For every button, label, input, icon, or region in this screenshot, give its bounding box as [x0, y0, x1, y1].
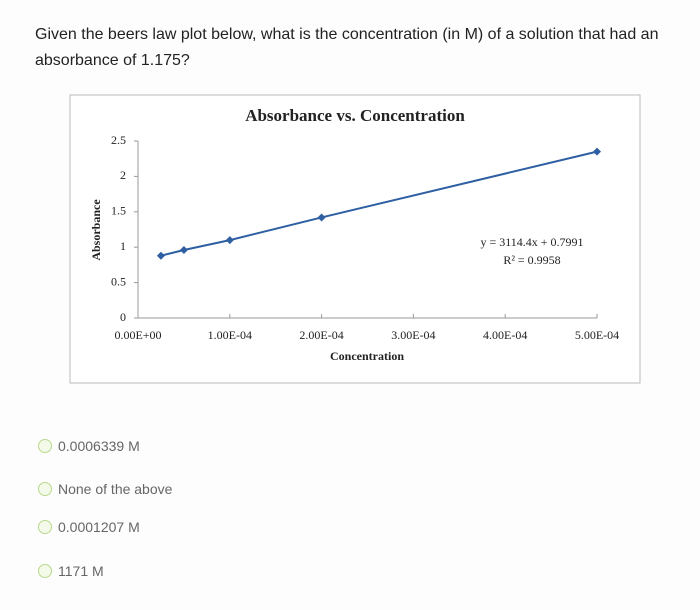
y-tick-label: 2.5: [111, 133, 126, 147]
radio-button[interactable]: [38, 439, 52, 453]
data-point: [156, 251, 165, 260]
answer-option[interactable]: 0.0006339 M: [38, 438, 140, 454]
x-axis-label: Concentration: [330, 349, 404, 363]
r-squared: R² = 0.9958: [503, 253, 560, 267]
x-tick-label: 0.00E+00: [114, 328, 161, 342]
radio-button[interactable]: [38, 520, 52, 534]
x-tick-label: 3.00E-04: [391, 328, 435, 342]
chart-frame: [69, 94, 641, 384]
y-tick-label: 1: [120, 239, 126, 253]
answer-option[interactable]: 0.0001207 M: [38, 519, 140, 535]
x-tick-label: 2.00E-04: [299, 328, 343, 342]
equation: y = 3114.4x + 0.7991: [480, 235, 583, 249]
y-tick-label: 1.5: [111, 204, 126, 218]
answer-option[interactable]: None of the above: [38, 481, 172, 497]
option-label: 0.0001207 M: [58, 519, 140, 535]
y-axis-label: Absorbance: [89, 199, 103, 261]
radio-button[interactable]: [38, 482, 52, 496]
x-tick-label: 4.00E-04: [483, 328, 527, 342]
y-tick-label: 0: [120, 310, 126, 324]
data-point: [179, 246, 188, 255]
option-label: None of the above: [58, 481, 173, 497]
option-label: 1171 M: [58, 563, 104, 579]
y-tick-label: 0.5: [111, 274, 126, 288]
question: Given the beers law plot below, what is …: [35, 26, 659, 69]
radio-button[interactable]: [38, 564, 52, 578]
answer-option[interactable]: 1171 M: [38, 563, 104, 579]
data-point: [317, 213, 326, 222]
data-point: [225, 236, 234, 245]
chart-title: Absorbance vs. Concentration: [245, 106, 465, 125]
x-tick-label: 5.00E-04: [575, 328, 619, 342]
x-tick-label: 1.00E-04: [208, 328, 252, 342]
data-point: [593, 147, 601, 156]
option-label: 0.0006339 M: [58, 438, 140, 454]
y-tick-label: 2: [120, 168, 126, 182]
